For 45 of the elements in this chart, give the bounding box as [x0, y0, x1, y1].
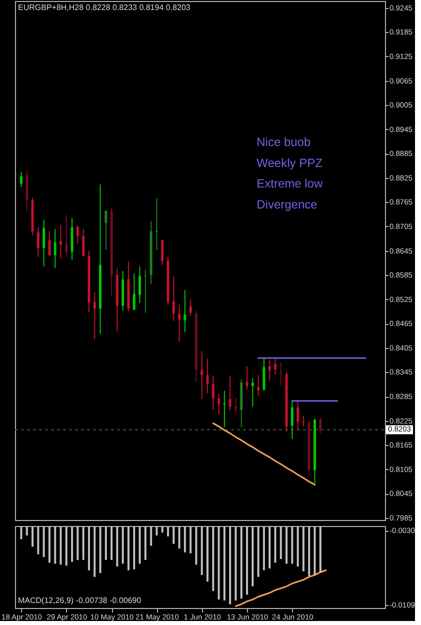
candlestick [212, 375, 214, 410]
candlestick [228, 375, 232, 410]
candlestick [257, 374, 260, 398]
candlestick [42, 220, 46, 268]
candlestick [189, 298, 192, 316]
candlestick [251, 378, 254, 408]
candlestick [104, 210, 108, 250]
candlestick [155, 198, 158, 250]
annotation: Divergence [256, 197, 318, 212]
candlestick [296, 401, 300, 430]
candlestick [132, 272, 136, 311]
candlestick [82, 228, 85, 257]
candlestick [280, 362, 282, 386]
candlestick [178, 304, 181, 342]
candlestick [65, 214, 68, 258]
candlestick [262, 358, 266, 392]
candlestick [184, 290, 186, 333]
candlestick [246, 366, 248, 390]
text: MACD(12,26,9) -0.00738 -0.00690 [18, 596, 142, 605]
candlestick [48, 230, 51, 256]
candlestick [93, 292, 96, 340]
candlestick [20, 171, 22, 188]
candlestick [268, 360, 271, 382]
candlestick [290, 400, 294, 440]
line-series [234, 570, 327, 607]
candlestick [60, 224, 62, 259]
candlestick [172, 276, 175, 322]
candlestick [54, 228, 56, 269]
candlestick [319, 417, 322, 434]
annotation: Extreme low [256, 176, 323, 191]
candlestick [138, 266, 142, 304]
candlestick [36, 226, 40, 258]
candlestick [234, 397, 237, 414]
annotation: Nice buob [256, 134, 311, 149]
candlestick [218, 394, 220, 416]
candlestick [76, 224, 79, 244]
candlestick [200, 350, 204, 400]
candlestick [274, 358, 276, 376]
annotation: Weekly PPZ [256, 156, 322, 170]
line-series [212, 422, 316, 486]
candlestick [161, 239, 164, 266]
chart-title: EURGBP+8H,H28 0.8228 0.8233 0.8194 0.8203 [18, 3, 191, 12]
candlestick [302, 415, 305, 427]
candlestick [206, 358, 209, 394]
candlestick [144, 269, 147, 314]
